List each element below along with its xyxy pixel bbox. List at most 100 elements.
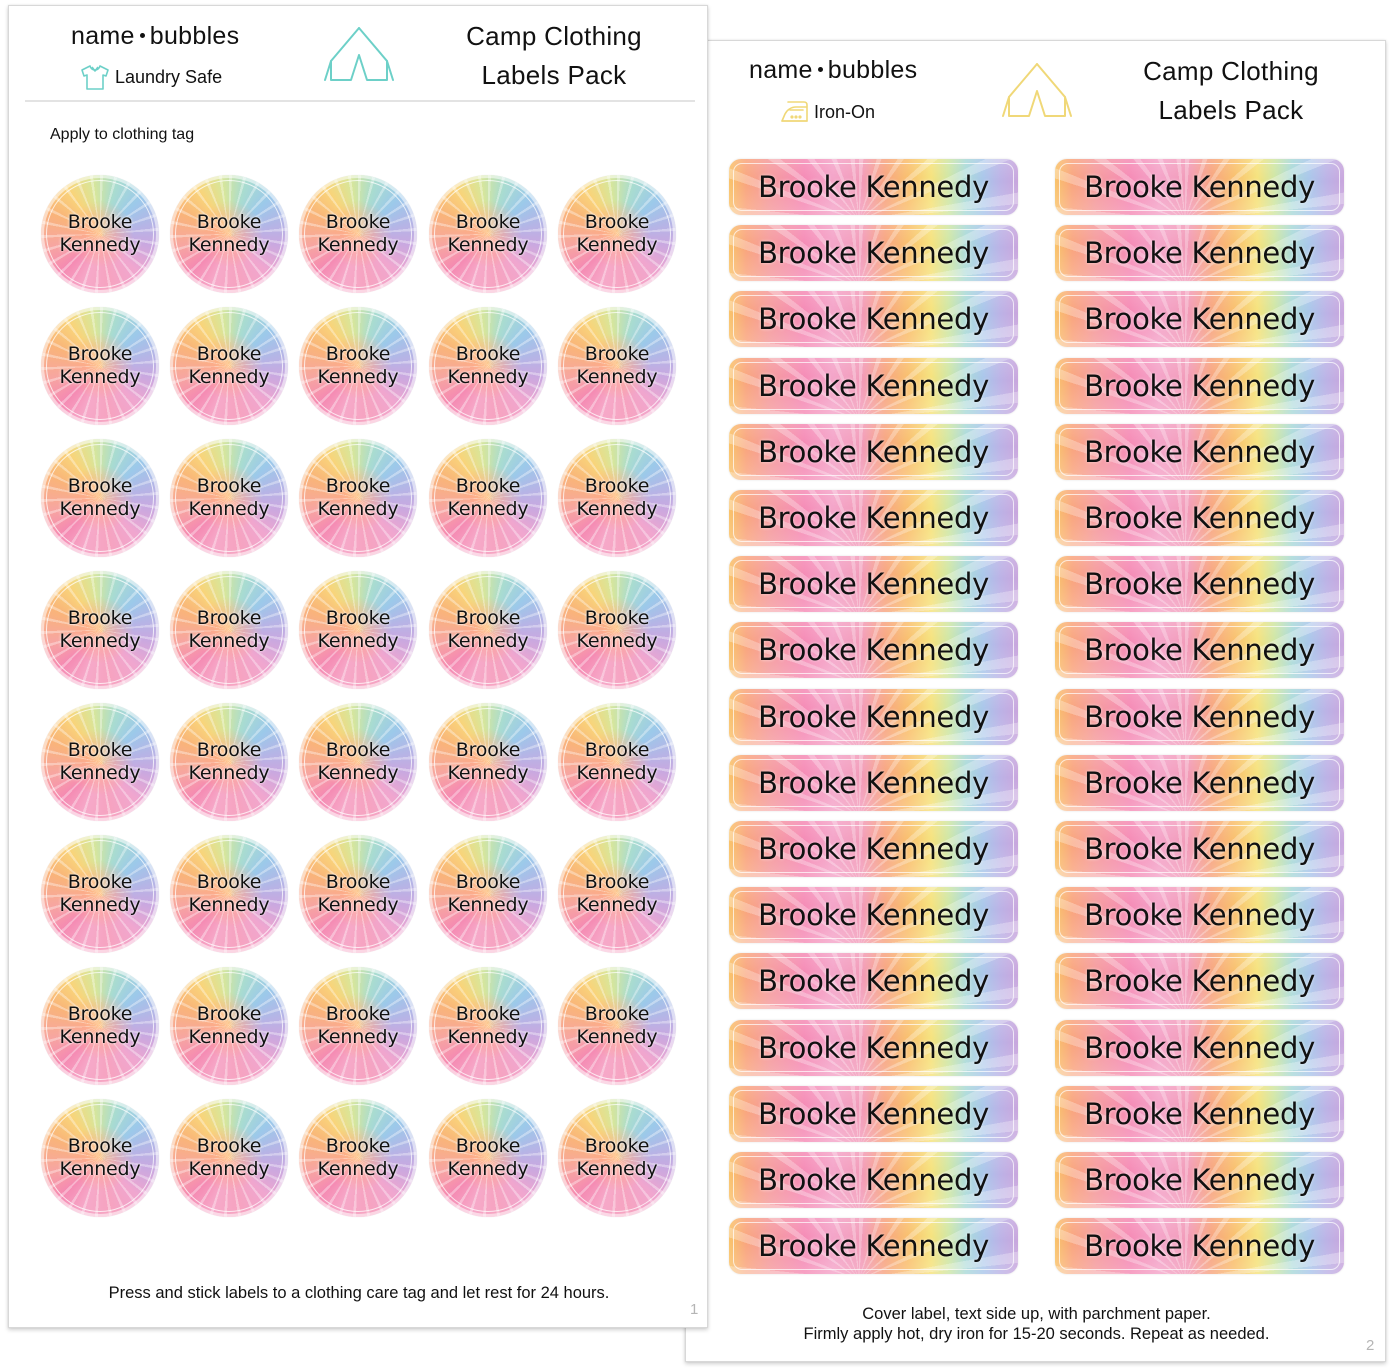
label-full-name: Brooke Kennedy bbox=[1084, 1030, 1315, 1065]
circle-name-label: Brooke Kennedy bbox=[170, 439, 288, 557]
label-last-name: Kennedy bbox=[576, 1158, 658, 1180]
rectangular-name-label: Brooke Kennedy bbox=[729, 357, 1018, 414]
circle-name-label: Brooke Kennedy bbox=[41, 1099, 159, 1217]
apply-instruction: Apply to clothing tag bbox=[50, 126, 195, 143]
label-last-name: Kennedy bbox=[59, 762, 141, 784]
rectangular-name-label: Brooke Kennedy bbox=[1055, 688, 1344, 745]
label-full-name: Brooke Kennedy bbox=[758, 1229, 989, 1264]
label-first-name: Brooke bbox=[67, 607, 133, 629]
instruction-line: Firmly apply hot, dry iron for 15-20 sec… bbox=[803, 1325, 1270, 1343]
pack-title-line: Labels Pack bbox=[481, 60, 627, 90]
rectangular-name-label: Brooke Kennedy bbox=[729, 1218, 1018, 1275]
label-first-name: Brooke bbox=[196, 607, 262, 629]
rectangular-name-label: Brooke Kennedy bbox=[1055, 821, 1344, 877]
label-last-name: Kennedy bbox=[576, 762, 658, 784]
label-last-name: Kennedy bbox=[447, 894, 529, 916]
rectangular-name-label: Brooke Kennedy bbox=[729, 1152, 1018, 1208]
brand-logo: name bubbles bbox=[749, 56, 917, 85]
label-full-name: Brooke Kennedy bbox=[1084, 434, 1315, 469]
feature-badge: Iron-On bbox=[778, 99, 875, 125]
label-first-name: Brooke bbox=[196, 1003, 262, 1025]
circle-name-label: Brooke Kennedy bbox=[429, 571, 547, 689]
label-last-name: Kennedy bbox=[576, 894, 658, 916]
circle-name-label: Brooke Kennedy bbox=[429, 1099, 547, 1217]
rectangular-name-label: Brooke Kennedy bbox=[729, 887, 1018, 944]
rectangular-name-label: Brooke Kennedy bbox=[729, 622, 1018, 679]
label-first-name: Brooke bbox=[196, 343, 262, 365]
rectangular-name-label: Brooke Kennedy bbox=[1055, 490, 1344, 546]
label-first-name: Brooke bbox=[67, 211, 133, 233]
label-last-name: Kennedy bbox=[576, 498, 658, 520]
label-first-name: Brooke bbox=[584, 475, 650, 497]
label-last-name: Kennedy bbox=[447, 1158, 529, 1180]
label-last-name: Kennedy bbox=[576, 234, 658, 256]
label-full-name: Brooke Kennedy bbox=[1084, 765, 1315, 800]
rectangular-name-label: Brooke Kennedy bbox=[1055, 291, 1344, 348]
pack-title-line: Camp Clothing bbox=[1143, 56, 1319, 86]
label-last-name: Kennedy bbox=[447, 762, 529, 784]
label-first-name: Brooke bbox=[455, 211, 521, 233]
label-first-name: Brooke bbox=[455, 475, 521, 497]
tent-icon bbox=[1000, 61, 1074, 124]
label-first-name: Brooke bbox=[67, 343, 133, 365]
label-first-name: Brooke bbox=[325, 1003, 391, 1025]
label-first-name: Brooke bbox=[584, 739, 650, 761]
label-last-name: Kennedy bbox=[59, 234, 141, 256]
circle-name-label: Brooke Kennedy bbox=[299, 1099, 417, 1217]
circle-name-label: Brooke Kennedy bbox=[558, 703, 676, 821]
circle-name-label: Brooke Kennedy bbox=[558, 835, 676, 953]
label-full-name: Brooke Kennedy bbox=[1084, 633, 1315, 668]
rectangular-name-label: Brooke Kennedy bbox=[729, 423, 1018, 480]
rectangular-name-label: Brooke Kennedy bbox=[729, 291, 1018, 348]
label-last-name: Kennedy bbox=[59, 1026, 141, 1048]
label-first-name: Brooke bbox=[455, 1003, 521, 1025]
circle-name-label: Brooke Kennedy bbox=[558, 175, 676, 293]
label-full-name: Brooke Kennedy bbox=[758, 898, 989, 933]
rectangular-name-label: Brooke Kennedy bbox=[1055, 1085, 1344, 1142]
rectangular-name-label: Brooke Kennedy bbox=[1055, 887, 1344, 944]
circle-name-label: Brooke Kennedy bbox=[429, 175, 547, 293]
label-last-name: Kennedy bbox=[447, 498, 529, 520]
laundry-safe-instructions: Press and stick labels to a clothing car… bbox=[108, 1284, 610, 1302]
label-last-name: Kennedy bbox=[447, 1026, 529, 1048]
label-full-name: Brooke Kennedy bbox=[1084, 1229, 1315, 1264]
circle-name-label: Brooke Kennedy bbox=[429, 307, 547, 425]
label-last-name: Kennedy bbox=[317, 498, 399, 520]
rectangular-name-label: Brooke Kennedy bbox=[1055, 1019, 1344, 1076]
label-first-name: Brooke bbox=[584, 871, 650, 893]
circle-name-label: Brooke Kennedy bbox=[170, 835, 288, 953]
label-first-name: Brooke bbox=[325, 607, 391, 629]
iron-on-instructions: Cover label, text side up, with parchmen… bbox=[686, 1304, 1387, 1344]
brand-dot bbox=[817, 66, 823, 72]
label-first-name: Brooke bbox=[67, 1003, 133, 1025]
label-full-name: Brooke Kennedy bbox=[758, 832, 989, 866]
label-last-name: Kennedy bbox=[188, 498, 270, 520]
label-first-name: Brooke bbox=[67, 871, 133, 893]
rectangular-name-label: Brooke Kennedy bbox=[1055, 1218, 1344, 1275]
label-last-name: Kennedy bbox=[188, 366, 270, 388]
brand-dot bbox=[139, 32, 145, 38]
label-last-name: Kennedy bbox=[188, 234, 270, 256]
label-first-name: Brooke bbox=[455, 343, 521, 365]
label-full-name: Brooke Kennedy bbox=[758, 302, 989, 337]
brand-name-part: name bbox=[749, 56, 813, 84]
label-first-name: Brooke bbox=[325, 211, 391, 233]
pack-title-line: Labels Pack bbox=[1158, 95, 1304, 125]
label-full-name: Brooke Kennedy bbox=[758, 368, 989, 403]
rectangular-name-label: Brooke Kennedy bbox=[729, 490, 1018, 546]
label-last-name: Kennedy bbox=[59, 630, 141, 652]
label-full-name: Brooke Kennedy bbox=[758, 236, 989, 271]
feature-label: Iron-On bbox=[814, 101, 876, 122]
label-full-name: Brooke Kennedy bbox=[758, 1096, 989, 1131]
label-full-name: Brooke Kennedy bbox=[758, 567, 989, 602]
label-last-name: Kennedy bbox=[59, 1158, 141, 1180]
rectangular-name-label: Brooke Kennedy bbox=[729, 688, 1018, 745]
circle-name-label: Brooke Kennedy bbox=[558, 1099, 676, 1217]
rectangular-name-label: Brooke Kennedy bbox=[1055, 423, 1344, 480]
instruction-line: Cover label, text side up, with parchmen… bbox=[862, 1305, 1211, 1323]
circle-name-label: Brooke Kennedy bbox=[558, 967, 676, 1085]
circle-name-label: Brooke Kennedy bbox=[299, 439, 417, 557]
label-first-name: Brooke bbox=[584, 607, 650, 629]
circle-name-label: Brooke Kennedy bbox=[41, 307, 159, 425]
